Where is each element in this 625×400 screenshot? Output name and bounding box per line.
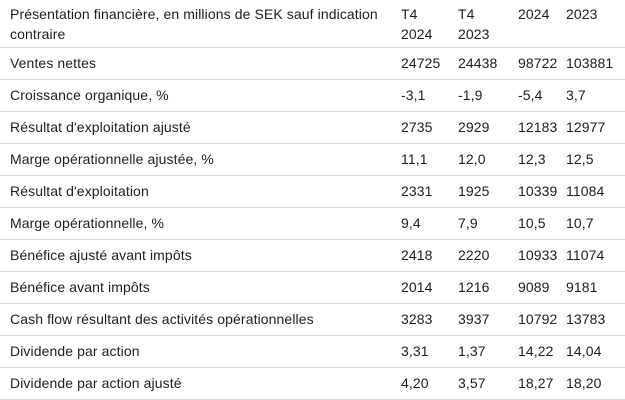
- cell-2023: 12977: [566, 111, 625, 144]
- cell-t4-2023: 12,0: [458, 143, 518, 176]
- cell-2024: 12,3: [518, 143, 566, 176]
- cell-t4-2023: 24438: [458, 47, 518, 80]
- row-label: Marge opérationnelle ajustée, %: [0, 143, 401, 176]
- cell-t4-2023: 2220: [458, 239, 518, 272]
- cell-2024: 12183: [518, 111, 566, 144]
- column-header-line1: T4: [401, 6, 418, 22]
- cell-t4-2024: 2331: [401, 175, 458, 208]
- cell-t4-2024: 11,1: [401, 143, 458, 176]
- cell-2024: 18,27: [518, 367, 566, 400]
- row-label: Bénéfice avant impôts: [0, 271, 401, 304]
- cell-2023: 9181: [566, 271, 625, 304]
- cell-2023: 18,20: [566, 367, 625, 400]
- row-label: Dividende par action ajusté: [0, 367, 401, 400]
- row-label: Dividende par action: [0, 335, 401, 368]
- table-row: Croissance organique, % -3,1 -1,9 -5,4 3…: [0, 79, 625, 112]
- table-row: Dividende par action ajusté 4,20 3,57 18…: [0, 367, 625, 400]
- row-label: Résultat d'exploitation ajusté: [0, 111, 401, 144]
- row-label: Croissance organique, %: [0, 79, 401, 112]
- cell-2023: 11084: [566, 175, 625, 208]
- table-header-row: Présentation financière, en millions de …: [0, 0, 625, 48]
- cell-2023: 12,5: [566, 143, 625, 176]
- cell-2023: 10,7: [566, 207, 625, 240]
- cell-t4-2023: 3937: [458, 303, 518, 336]
- cell-t4-2024: 4,20: [401, 367, 458, 400]
- table-row: Résultat d'exploitation 2331 1925 10339 …: [0, 175, 625, 208]
- row-label: Cash flow résultant des activités opérat…: [0, 303, 401, 336]
- cell-t4-2023: 1925: [458, 175, 518, 208]
- table-row: Marge opérationnelle, % 9,4 7,9 10,5 10,…: [0, 207, 625, 240]
- table-row: Résultat d'exploitation ajusté 2735 2929…: [0, 111, 625, 144]
- cell-2023: 11074: [566, 239, 625, 272]
- cell-2024: 9089: [518, 271, 566, 304]
- cell-2023: 3,7: [566, 79, 625, 112]
- cell-t4-2023: 1,37: [458, 335, 518, 368]
- table-row: Ventes nettes 24725 24438 98722 103881: [0, 47, 625, 80]
- table-row: Marge opérationnelle ajustée, % 11,1 12,…: [0, 143, 625, 176]
- table-row: Bénéfice ajusté avant impôts 2418 2220 1…: [0, 239, 625, 272]
- cell-2023: 103881: [566, 47, 625, 80]
- cell-2024: -5,4: [518, 79, 566, 112]
- cell-t4-2023: -1,9: [458, 79, 518, 112]
- row-label: Ventes nettes: [0, 47, 401, 80]
- row-label: Bénéfice ajusté avant impôts: [0, 239, 401, 272]
- column-header-line2: 2023: [458, 26, 490, 42]
- cell-t4-2024: 3283: [401, 303, 458, 336]
- cell-t4-2024: -3,1: [401, 79, 458, 112]
- cell-2024: 10933: [518, 239, 566, 272]
- cell-t4-2024: 9,4: [401, 207, 458, 240]
- column-header-line1: 2023: [566, 6, 598, 22]
- table-title: Présentation financière, en millions de …: [0, 0, 401, 48]
- cell-t4-2023: 3,57: [458, 367, 518, 400]
- cell-2023: 14,04: [566, 335, 625, 368]
- table-row: Cash flow résultant des activités opérat…: [0, 303, 625, 336]
- column-header-line2: 2024: [401, 26, 433, 42]
- cell-t4-2023: 2929: [458, 111, 518, 144]
- cell-t4-2024: 2418: [401, 239, 458, 272]
- column-header-2023: 2023: [566, 0, 625, 48]
- table-row: Bénéfice avant impôts 2014 1216 9089 918…: [0, 271, 625, 304]
- cell-2024: 14,22: [518, 335, 566, 368]
- table-row: Dividende par action 3,31 1,37 14,22 14,…: [0, 335, 625, 368]
- column-header-t4-2024: T4 2024: [401, 0, 458, 48]
- cell-t4-2024: 2735: [401, 111, 458, 144]
- row-label: Résultat d'exploitation: [0, 175, 401, 208]
- cell-2023: 13783: [566, 303, 625, 336]
- column-header-line1: T4: [458, 6, 475, 22]
- cell-2024: 10,5: [518, 207, 566, 240]
- cell-t4-2024: 2014: [401, 271, 458, 304]
- cell-2024: 98722: [518, 47, 566, 80]
- column-header-t4-2023: T4 2023: [458, 0, 518, 48]
- cell-2024: 10339: [518, 175, 566, 208]
- cell-t4-2024: 24725: [401, 47, 458, 80]
- cell-t4-2023: 1216: [458, 271, 518, 304]
- cell-t4-2024: 3,31: [401, 335, 458, 368]
- column-header-line1: 2024: [518, 6, 550, 22]
- row-label: Marge opérationnelle, %: [0, 207, 401, 240]
- column-header-2024: 2024: [518, 0, 566, 48]
- cell-2024: 10792: [518, 303, 566, 336]
- cell-t4-2023: 7,9: [458, 207, 518, 240]
